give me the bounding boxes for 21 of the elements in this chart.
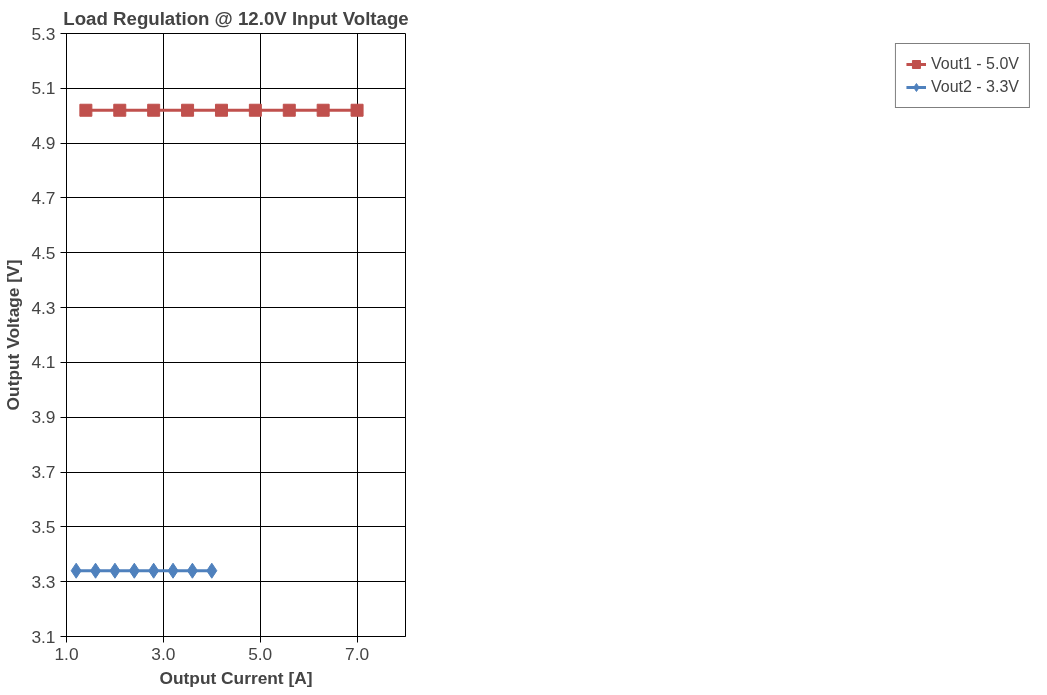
y-tick-label: 3.1 [31,626,56,647]
y-tick-label: 3.7 [31,462,56,483]
x-tick-label: 3.0 [151,643,176,664]
y-tick-label: 3.9 [31,407,56,428]
chart-title: Load Regulation @ 12.0V Input Voltage [63,7,409,29]
x-tick-label: 5.0 [248,643,273,664]
y-axis-title: Output Voltage [V] [3,259,24,411]
y-tick-label: 5.3 [31,23,56,44]
y-tick-label: 4.9 [31,133,56,154]
x-tick-label: 7.0 [345,643,370,664]
x-tick-label: 1.0 [54,643,79,664]
y-tick-label: 4.3 [31,297,56,318]
y-tick-label: 4.1 [31,352,56,373]
y-tick-label: 4.5 [31,242,56,263]
y-tick-label: 5.1 [31,78,56,99]
x-axis-title: Output Current [A] [159,667,313,688]
y-tick-label: 4.7 [31,187,56,208]
legend-label: Vout2 - 3.3V [930,78,1019,96]
y-tick-label: 3.5 [31,516,56,537]
y-tick-label: 3.3 [31,571,56,592]
legend-label: Vout1 - 5.0V [930,55,1019,73]
